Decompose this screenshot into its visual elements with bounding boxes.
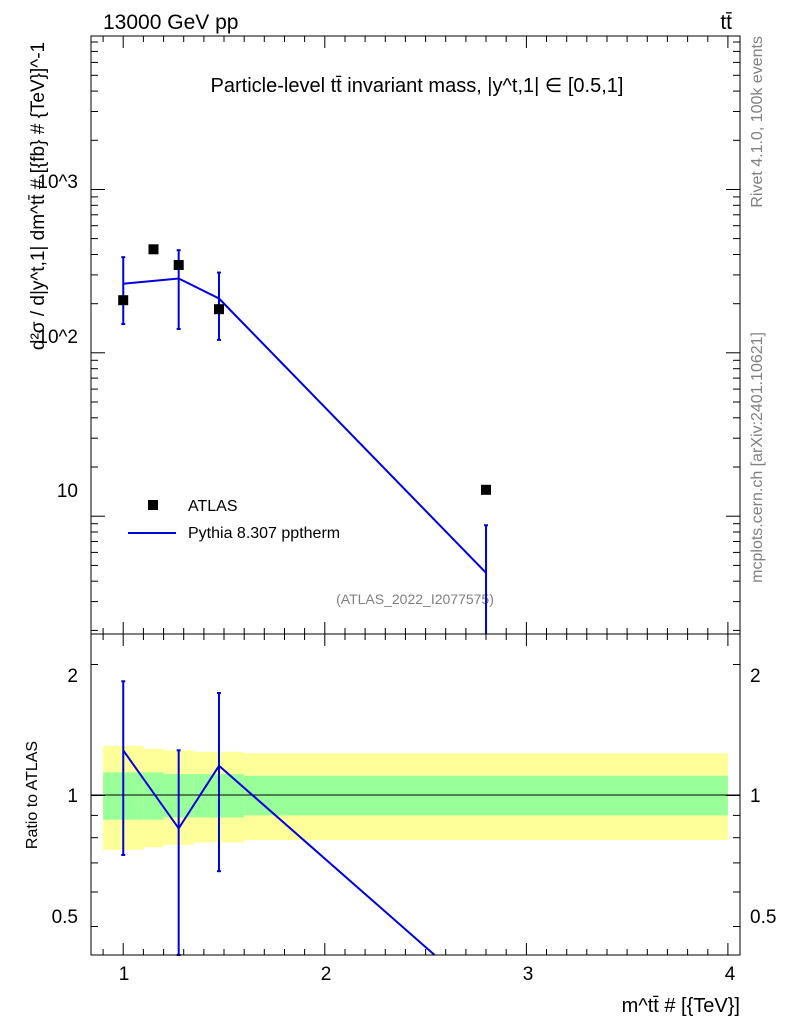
- legend-atlas-marker: [148, 500, 158, 510]
- ratio-y-tick-right-2: 2: [750, 666, 761, 687]
- ratio-uncertainty-band: [103, 745, 728, 850]
- ratio-y-tick-labels: 0.5 1 2 0.5 1 2: [52, 666, 777, 928]
- ratio-y-tick-0.5: 0.5: [52, 907, 78, 928]
- x-tick-label-3: 3: [523, 964, 534, 985]
- ratio-y-tick-right-1: 1: [750, 786, 761, 807]
- rivet-version-label: Rivet 4.1.0, 100k events: [749, 36, 766, 208]
- ratio-panel: Ratio to ATLAS 0.5 1 2 0.5 1 2 1 2 3 4 m…: [24, 633, 777, 1017]
- atlas-data-point: [214, 304, 224, 315]
- atlas-data-point: [173, 260, 184, 270]
- atlas-data-point: [481, 484, 491, 495]
- ratio-data-layer: [121, 680, 436, 956]
- legend-pythia-label: Pythia 8.307 pptherm: [188, 525, 340, 542]
- chart-title: Particle-level tt̄ invariant mass, |y^t,…: [211, 75, 624, 97]
- ratio-y-axis-label: Ratio to ATLAS: [24, 741, 41, 849]
- x-tick-label-2: 2: [321, 964, 332, 985]
- y-tick-label-1000: 10^3: [37, 172, 78, 193]
- ratio-panel-ticks: [91, 634, 740, 955]
- atlas-data-point: [148, 244, 159, 255]
- ratio-y-tick-1: 1: [67, 786, 78, 807]
- x-tick-label-4: 4: [725, 964, 736, 985]
- main-panel: Particle-level tt̄ invariant mass, |y^t,…: [28, 35, 741, 635]
- ratio-inner-band-segment: [143, 772, 164, 820]
- header-process-label: tt̄: [720, 11, 732, 34]
- main-y-tick-labels: 10 10^2 10^3: [37, 172, 78, 502]
- header-energy-label: 13000 GeV pp: [103, 11, 238, 34]
- ratio-inner-band-segment: [244, 775, 728, 816]
- ratio-mc-line: [122, 749, 436, 956]
- analysis-watermark: (ATLAS_2022_I2077575): [336, 591, 494, 607]
- atlas-data-point: [118, 295, 129, 306]
- main-data-layer: [118, 244, 491, 634]
- mcplots-label: mcplots.cern.ch [arXiv:2401.10621]: [749, 332, 766, 583]
- y-tick-label-100: 10^2: [37, 327, 78, 348]
- main-panel-ticks: [91, 36, 740, 634]
- y-tick-label-10: 10: [57, 481, 78, 502]
- x-tick-labels: 1 2 3 4: [119, 964, 736, 985]
- ratio-panel-frame: [90, 633, 741, 956]
- x-axis-label: m^tt̄ # [{TeV}]: [622, 995, 740, 1017]
- x-tick-label-1: 1: [119, 964, 130, 985]
- ratio-y-tick-right-0.5: 0.5: [750, 907, 776, 928]
- y-axis-label: d²σ / d|y^t,1| dm^tt̄ # [{fb} # {TeV}]^-…: [28, 42, 49, 350]
- legend-atlas-label: ATLAS: [188, 498, 238, 515]
- legend: ATLAS Pythia 8.307 pptherm: [128, 498, 340, 542]
- mc-prediction-line: [123, 277, 487, 574]
- main-panel-frame: [90, 35, 741, 635]
- ratio-y-tick-2: 2: [67, 666, 78, 687]
